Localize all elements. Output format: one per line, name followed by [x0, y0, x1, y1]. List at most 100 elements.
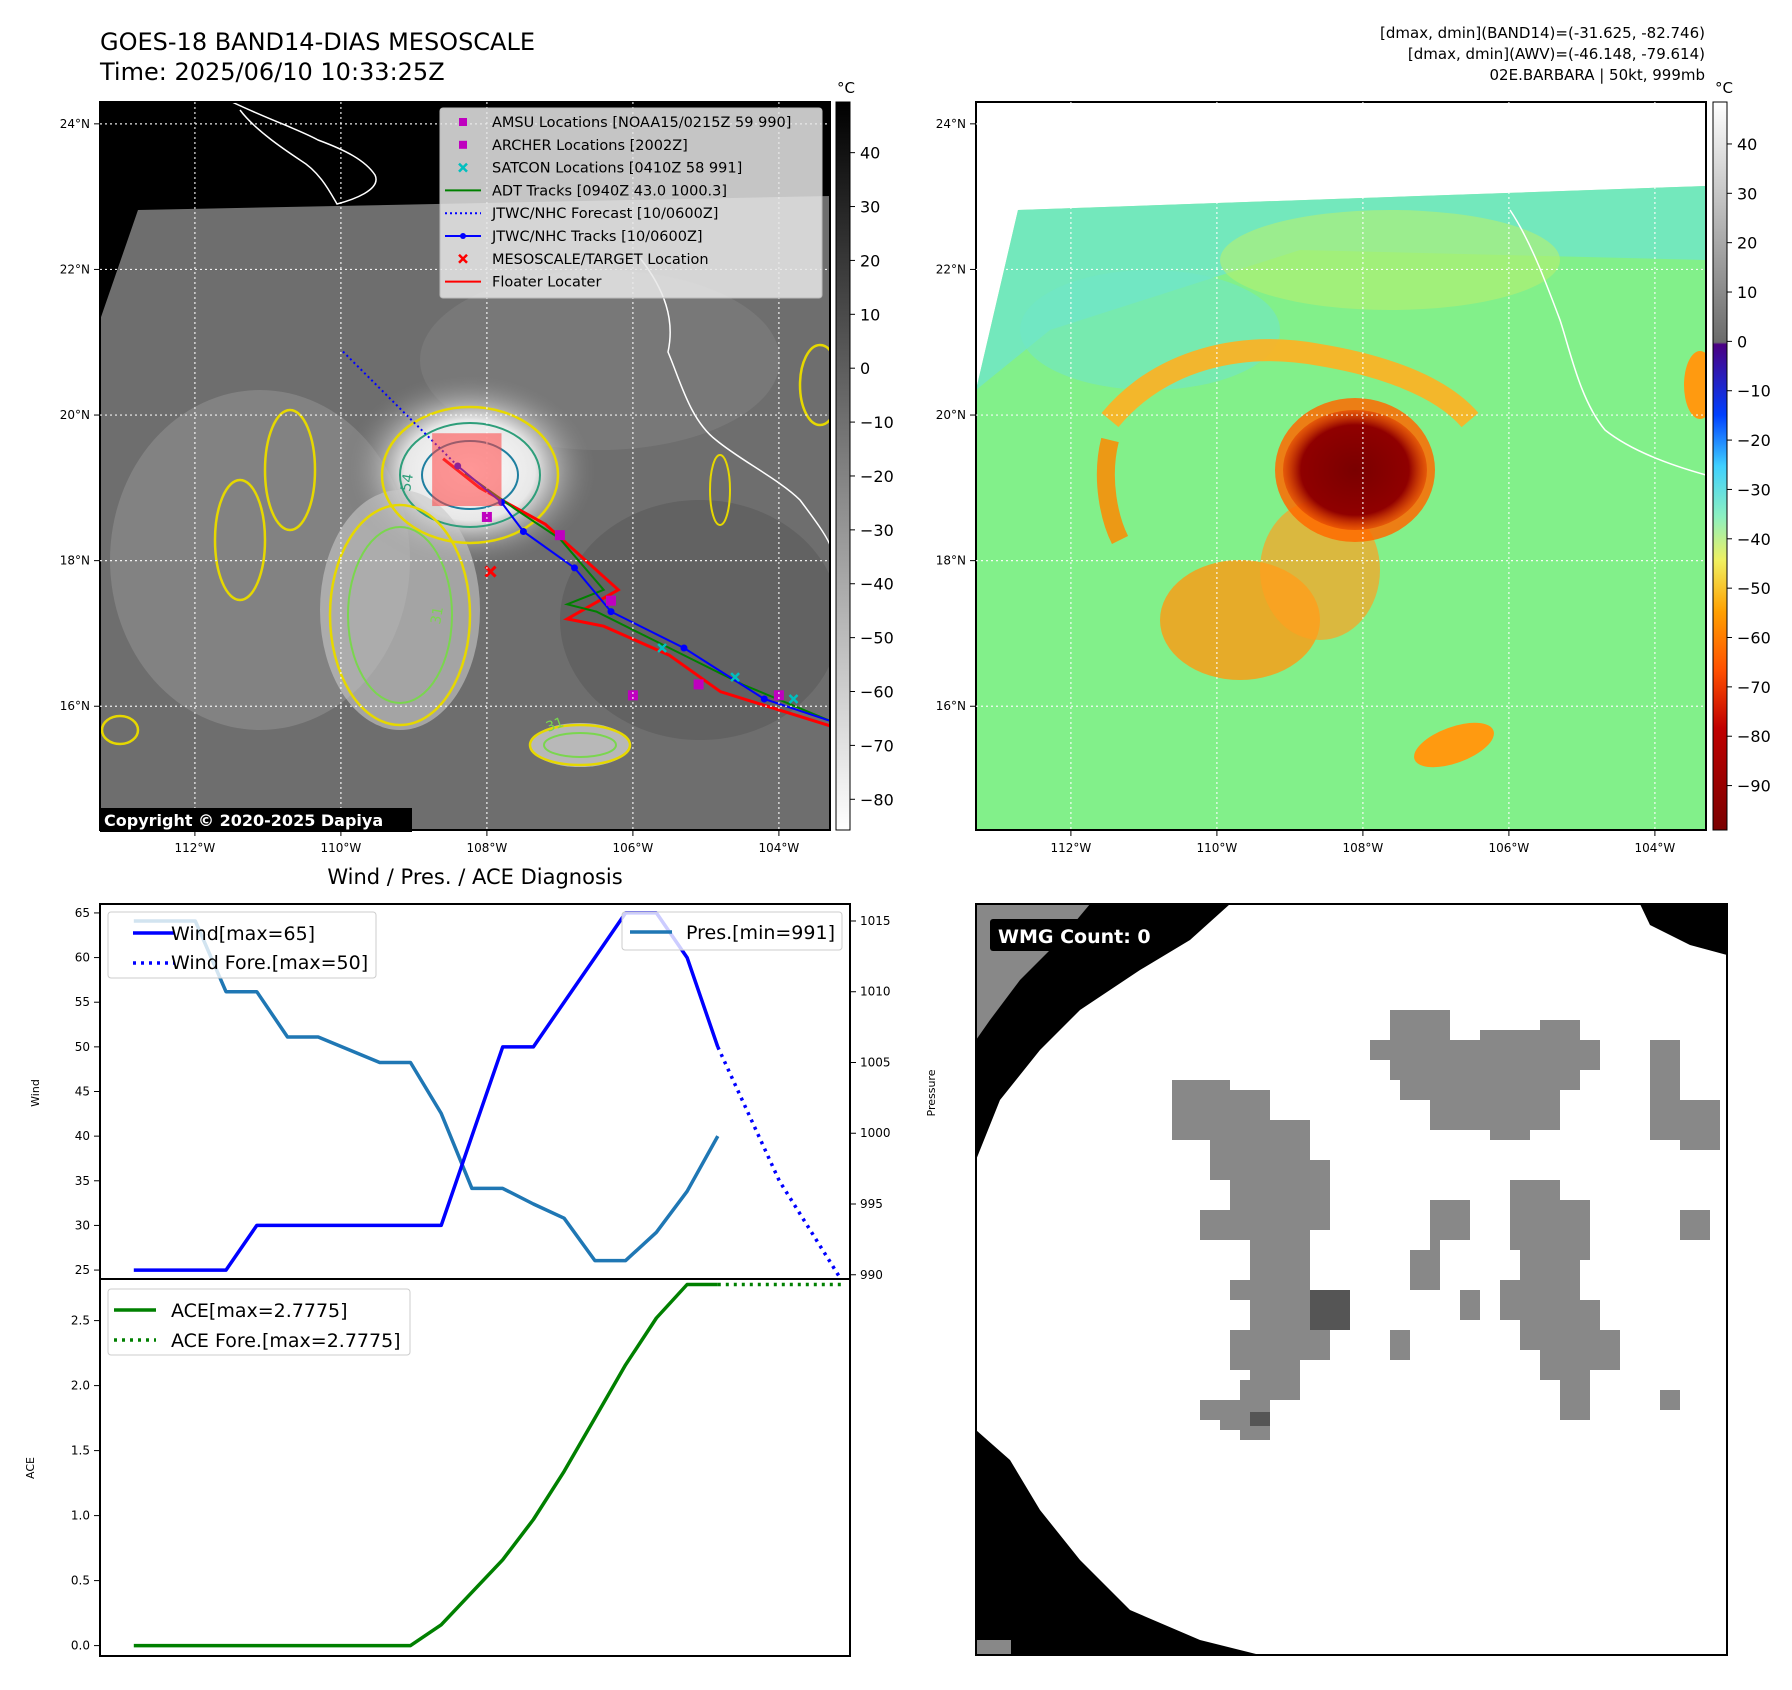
pressure-legend: Pres.[min=991]	[621, 911, 843, 951]
lon-label: 112°W	[175, 841, 216, 855]
colorbar-tick-label: −50	[860, 629, 894, 648]
color-map-panel: 112°W 110°W 108°W 106°W 104°W 24°N 22°N 20°N 18°…	[936, 101, 1707, 855]
jtwc-track-point	[607, 608, 615, 616]
satcon-point	[657, 643, 667, 653]
lat-label: 24°N	[60, 117, 90, 131]
colorbar-tick-label: −60	[1737, 629, 1771, 648]
colorbar-tick-label: −80	[1737, 727, 1771, 746]
wind-forecast-line	[716, 1046, 843, 1280]
ace-tick-label: 0.5	[71, 1574, 90, 1588]
amsu-point	[627, 690, 638, 701]
wind-tick-label: 55	[75, 995, 90, 1009]
wind-tick-label: 45	[75, 1085, 90, 1099]
legend-label: SATCON Locations [0410Z 58 991]	[492, 161, 742, 177]
wmg-count: WMG Count: 0	[998, 926, 1151, 948]
pressure-tick-label: 1000	[860, 1126, 891, 1140]
lat-label: 22°N	[60, 262, 90, 276]
colorbar-tick-label: −20	[1737, 431, 1771, 450]
pressure-legend-label: Pres.[min=991]	[686, 922, 835, 944]
lat-label: 22°N	[936, 262, 966, 276]
satcon-point	[788, 694, 799, 704]
colorbar-tick-label: −50	[1737, 579, 1771, 598]
legend-label: JTWC/NHC Tracks [10/0600Z]	[491, 229, 703, 245]
wind-axis-label: Wind	[29, 1079, 42, 1107]
wind-tick-label: 30	[75, 1218, 90, 1232]
lon-label: 104°W	[1635, 841, 1676, 855]
colorbar-tick-label: 30	[1737, 184, 1757, 203]
ace-fore-legend-label: ACE Fore.[max=2.7775]	[171, 1330, 401, 1352]
colorbar-tick-label: 10	[860, 305, 880, 324]
jtwc-track-point	[760, 695, 768, 703]
copyright-bg	[100, 808, 412, 832]
map1-grid: 112°W 110°W 108°W 106°W 104°W 24°N 22°N 20°N 18°…	[60, 102, 830, 855]
stats-line-1: [dmax, dmin](BAND14)=(-31.625, -82.746)	[1380, 24, 1705, 42]
wmg-panel: WMG Count: 0	[975, 903, 1728, 1656]
wind-fore-legend-label: Wind Fore.[max=50]	[171, 952, 368, 974]
lon-label: 112°W	[1051, 841, 1092, 855]
lat-label: 18°N	[936, 554, 966, 568]
lat-label: 18°N	[60, 554, 90, 568]
pressure-tick-label: 1005	[860, 1055, 891, 1069]
colorbar-tick-label: −60	[860, 683, 894, 702]
pressure-axis-label: Pressure	[925, 1069, 938, 1116]
ace-tick-label: 1.5	[71, 1444, 90, 1458]
wind-tick-label: 65	[75, 906, 90, 920]
amsu-point	[554, 530, 565, 541]
wind-legend: Wind[max=65] Wind Fore.[max=50]	[107, 911, 377, 979]
color-colorbar: °C 40 30 20 10 0 −10 −20 −30 −40 −50 −60 −70 −80 −90	[1712, 79, 1771, 831]
colorbar-tick-label: −90	[1737, 777, 1771, 796]
storm-info: 02E.BARBARA | 50kt, 999mb	[1490, 66, 1705, 84]
legend-marker-square	[459, 140, 467, 149]
satcon-point	[730, 672, 740, 683]
ace-axis-label: ACE	[24, 1457, 37, 1479]
pressure-tick-label: 1015	[860, 914, 891, 928]
lat-label: 16°N	[60, 699, 90, 713]
coastline-map2	[1509, 209, 1706, 476]
wind-tick-label: 40	[75, 1129, 90, 1143]
ace-tick-label: 2.0	[71, 1379, 90, 1393]
gray-colorbar-unit: °C	[837, 79, 855, 97]
colorbar-tick-label: −40	[1737, 530, 1771, 549]
stats-line-2: [dmax, dmin](AWV)=(-46.148, -79.614)	[1408, 45, 1705, 63]
figure-time: Time: 2025/06/10 10:33:25Z	[99, 58, 445, 86]
colorbar-tick-label: −30	[1737, 480, 1771, 499]
jtwc-track	[457, 465, 830, 722]
colorbar-tick-label: 40	[1737, 135, 1757, 154]
colorbar-tick-label: 10	[1737, 283, 1757, 302]
amsu-point	[481, 511, 492, 522]
lon-label: 110°W	[321, 841, 362, 855]
wind-tick-label: 60	[75, 951, 90, 965]
colorbar-tick-label: −10	[1737, 382, 1771, 401]
colorbar-tick-label: −30	[860, 521, 894, 540]
colorbar-tick-label: −80	[860, 790, 894, 809]
colorbar-tick-label: 30	[860, 198, 880, 217]
legend-label: ARCHER Locations [2002Z]	[492, 138, 688, 154]
wmg-count-bg	[990, 919, 1169, 951]
color-colorbar-unit: °C	[1715, 79, 1733, 97]
jtwc-track-point	[571, 564, 578, 572]
gray-colorbar: °C 40 30 20 10 0 −10 −20 −30 −40 −50 −60 −70 −80	[835, 79, 894, 831]
legend-label: Floater Locater	[492, 275, 601, 291]
wind-tick-label: 25	[75, 1263, 90, 1277]
jtwc-track-point	[519, 528, 527, 536]
ace-tick-label: 1.0	[71, 1509, 90, 1523]
wmg-cells	[1172, 1010, 1720, 1440]
colorbar-tick-label: 20	[860, 251, 880, 270]
coastline-map1	[231, 102, 830, 546]
lat-label: 20°N	[936, 408, 966, 422]
lat-label: 16°N	[936, 699, 966, 713]
colorbar-tick-label: −70	[860, 736, 894, 755]
ace-tick-label: 0.0	[71, 1639, 90, 1653]
lon-label: 110°W	[1197, 841, 1238, 855]
colorbar-tick-label: 40	[860, 144, 880, 163]
amsu-point	[773, 690, 784, 701]
ir-map-panel: 54 31 31 112°W 110°W 108°W 106°W 104°W 24°N 22…	[60, 101, 831, 855]
legend-marker-x	[458, 253, 468, 264]
colorbar-tick-label: −70	[1737, 678, 1771, 697]
amsu-point	[693, 679, 704, 690]
adt-track	[464, 472, 830, 722]
map-legend: AMSU Locations [NOAA15/0215Z 59 990] ARCH…	[439, 107, 823, 299]
lat-label: 24°N	[936, 117, 966, 131]
lon-label: 106°W	[613, 841, 654, 855]
